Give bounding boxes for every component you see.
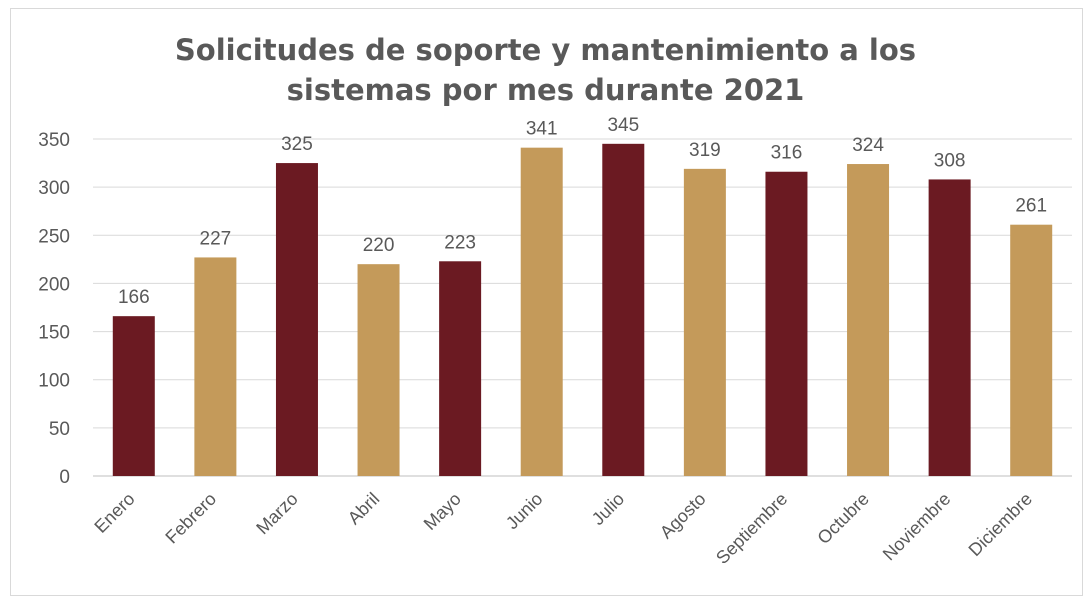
bar [357,264,400,476]
bar [847,164,890,476]
x-tick-label: Marzo [252,489,302,539]
data-label: 345 [607,115,639,136]
y-tick-label: 150 [38,323,70,344]
bar [928,179,971,476]
bar [275,163,318,477]
data-label: 227 [200,228,232,249]
y-tick-label: 350 [38,130,70,151]
data-label: 220 [363,235,395,256]
x-tick-label: Octubre [813,489,872,548]
x-tick-label: Septiembre [712,489,791,568]
chart-title: Solicitudes de soporte y mantenimiento a… [0,30,1091,110]
data-label: 316 [771,143,803,164]
bar [112,316,155,476]
chart-title-line-1: Solicitudes de soporte y mantenimiento a… [174,33,917,67]
data-label: 325 [281,134,313,155]
x-tick-label: Julio [588,489,628,529]
bar [1010,224,1053,476]
data-label: 324 [852,135,884,156]
bar [439,261,482,476]
data-label: 308 [934,150,966,171]
y-tick-label: 200 [38,274,70,295]
x-tick-label: Junio [502,489,547,534]
data-label: 166 [118,287,150,308]
x-tick-label: Enero [91,489,139,537]
x-tick-label: Mayo [420,489,465,534]
x-tick-label: Diciembre [965,489,1036,560]
x-tick-label: Febrero [161,489,220,548]
y-tick-label: 50 [49,419,70,440]
y-tick-label: 250 [38,226,70,247]
y-tick-label: 100 [38,371,70,392]
bar [520,147,563,476]
data-label: 319 [689,140,721,161]
y-tick-label: 300 [38,178,70,199]
x-tick-label: Noviembre [879,489,955,565]
data-label: 341 [526,119,558,140]
bar [602,143,645,477]
y-tick-label: 0 [59,467,70,488]
data-label: 223 [444,232,476,253]
data-label: 261 [1015,196,1047,217]
bar [765,171,808,477]
bar [683,168,726,476]
bar [194,257,237,476]
chart-title-line-2: sistemas por mes durante 2021 [286,73,805,107]
x-tick-label: Abril [344,489,384,529]
x-tick-label: Agosto [656,489,710,543]
